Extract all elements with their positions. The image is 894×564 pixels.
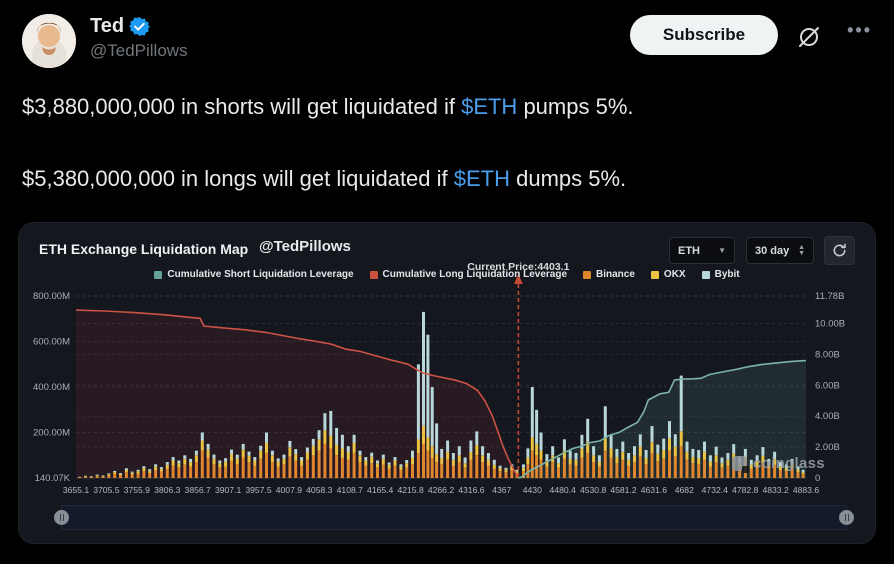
svg-text:4631.6: 4631.6: [641, 485, 668, 495]
tweet-line-1: $3,880,000,000 in shorts will get liquid…: [22, 92, 872, 122]
svg-text:4782.8: 4782.8: [732, 485, 759, 495]
eth-cashtag-link[interactable]: $ETH: [461, 94, 518, 119]
user-handle[interactable]: @TedPillows: [90, 41, 188, 60]
svg-text:4266.2: 4266.2: [428, 485, 455, 495]
avatar[interactable]: [22, 14, 76, 68]
svg-text:3957.5: 3957.5: [245, 485, 272, 495]
coinglass-text: coinglass: [753, 455, 825, 472]
tweet-line-2: $5,380,000,000 in longs will get liquida…: [22, 164, 872, 194]
legend-item-0[interactable]: Cumulative Short Liquidation Leverage: [154, 269, 354, 280]
spinner-arrows-icon: ▲ ▼: [798, 243, 805, 257]
more-options-button[interactable]: •••: [847, 20, 872, 40]
svg-text:800.00M: 800.00M: [33, 291, 70, 302]
svg-text:4108.7: 4108.7: [337, 485, 364, 495]
legend-label: Cumulative Long Liquidation Leverage: [382, 269, 568, 280]
tweet-text: $3,880,000,000 in shorts will get liquid…: [22, 92, 872, 194]
legend-label: OKX: [663, 269, 686, 280]
scrollbar-right-handle[interactable]: [839, 509, 854, 525]
legend-item-1[interactable]: Cumulative Long Liquidation Leverage: [369, 269, 568, 280]
liquidation-map-card[interactable]: Current Price:4403.1 800.00M 600.00M 400.00…: [18, 222, 876, 544]
display-name[interactable]: Ted: [90, 15, 125, 37]
refresh-icon: [833, 243, 846, 257]
svg-text:4682: 4682: [675, 485, 694, 495]
chart-watermark-handle: @TedPillows: [259, 238, 351, 255]
refresh-button[interactable]: [824, 236, 855, 265]
subscribe-button[interactable]: Subscribe: [630, 15, 778, 55]
svg-text:6.00B: 6.00B: [815, 380, 840, 391]
liquidation-chart[interactable]: Current Price:4403.1 800.00M 600.00M 400.00…: [19, 223, 876, 544]
legend-swatch-icon: [650, 270, 659, 279]
chart-title: ETH Exchange Liquidation Map: [39, 241, 249, 257]
range-select[interactable]: 30 day ▲ ▼: [746, 237, 814, 264]
chart-range-scrollbar[interactable]: [54, 505, 854, 530]
legend-label: Cumulative Short Liquidation Leverage: [167, 269, 354, 280]
svg-text:3705.5: 3705.5: [93, 485, 120, 495]
svg-text:4732.4: 4732.4: [702, 485, 729, 495]
chevron-down-icon: ▼: [718, 245, 726, 255]
eth-cashtag-link-2[interactable]: $ETH: [453, 166, 510, 191]
legend-label: Bybit: [714, 269, 740, 280]
svg-text:600.00M: 600.00M: [33, 337, 70, 348]
svg-text:4215.8: 4215.8: [397, 485, 424, 495]
verified-badge-icon: [129, 16, 151, 37]
name-block: Ted @TedPillows: [90, 15, 188, 61]
avatar-photo: [22, 14, 76, 68]
svg-text:4530.8: 4530.8: [580, 485, 607, 495]
scrollbar-left-handle[interactable]: [54, 509, 69, 525]
grok-icon[interactable]: [794, 22, 824, 52]
svg-text:3806.3: 3806.3: [154, 485, 181, 495]
svg-text:4316.6: 4316.6: [458, 485, 485, 495]
svg-text:3907.1: 3907.1: [215, 485, 242, 495]
svg-text:4833.2: 4833.2: [762, 485, 789, 495]
svg-text:2.00B: 2.00B: [815, 442, 840, 453]
svg-text:4165.4: 4165.4: [367, 485, 394, 495]
svg-text:400.00M: 400.00M: [33, 382, 70, 393]
tweet-line2-text: $5,380,000,000 in longs will get liquida…: [22, 166, 454, 191]
post-header: Ted @TedPillows Subscribe •••: [22, 12, 876, 70]
svg-text:140.07K: 140.07K: [35, 473, 71, 484]
svg-text:3755.9: 3755.9: [124, 485, 151, 495]
legend-swatch-icon: [701, 270, 710, 279]
legend-swatch-icon: [583, 270, 592, 279]
chart-legend: Cumulative Short Liquidation Leverage Cum…: [19, 269, 875, 280]
svg-text:0: 0: [815, 473, 820, 484]
legend-item-2[interactable]: Binance: [583, 269, 635, 280]
svg-text:4058.3: 4058.3: [306, 485, 333, 495]
svg-text:4581.2: 4581.2: [610, 485, 637, 495]
svg-text:200.00M: 200.00M: [33, 428, 70, 439]
legend-item-4[interactable]: Bybit: [701, 269, 740, 280]
svg-text:3655.1: 3655.1: [63, 485, 90, 495]
coin-select[interactable]: ETH ▼: [669, 237, 735, 264]
svg-text:3856.7: 3856.7: [185, 485, 212, 495]
coinglass-watermark: coinglass: [732, 455, 825, 473]
svg-text:4883.6: 4883.6: [793, 485, 820, 495]
legend-swatch-icon: [154, 270, 163, 279]
svg-text:4.00B: 4.00B: [815, 411, 840, 422]
svg-text:4430: 4430: [523, 485, 542, 495]
legend-label: Binance: [596, 269, 635, 280]
range-select-value: 30 day: [755, 244, 790, 257]
svg-text:11.78B: 11.78B: [815, 291, 844, 302]
svg-text:4480.4: 4480.4: [550, 485, 577, 495]
svg-text:4007.9: 4007.9: [276, 485, 303, 495]
svg-text:8.00B: 8.00B: [815, 349, 840, 360]
coinglass-logo-icon: [732, 456, 749, 473]
legend-swatch-icon: [369, 270, 378, 279]
svg-text:10.00B: 10.00B: [815, 319, 845, 330]
svg-text:Current Price:4403.1: Current Price:4403.1: [467, 261, 569, 273]
coin-select-value: ETH: [678, 244, 700, 257]
tweet-line1-tail: pumps 5%.: [517, 94, 634, 119]
tweet-line2-tail: dumps 5%.: [510, 166, 627, 191]
svg-text:4367: 4367: [492, 485, 511, 495]
legend-item-3[interactable]: OKX: [650, 269, 686, 280]
tweet-line1-text: $3,880,000,000 in shorts will get liquid…: [22, 94, 462, 119]
